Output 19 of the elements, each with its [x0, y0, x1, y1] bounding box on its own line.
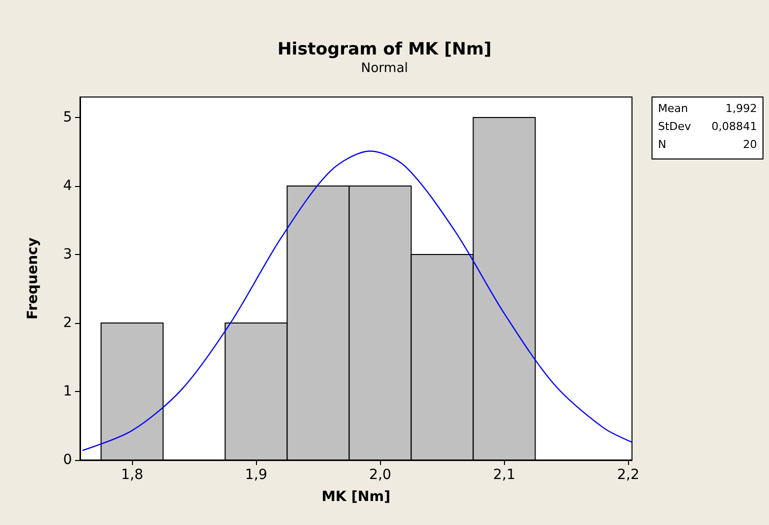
y-tick-label: 2: [63, 315, 72, 332]
x-tick-label: 1,8: [120, 467, 144, 483]
y-tick-label: 0: [63, 452, 72, 468]
y-tick-label: 5: [63, 110, 72, 126]
y-tick-label: 1: [63, 384, 72, 400]
chart-subtitle: Normal: [360, 61, 408, 76]
x-tick-label: 2,0: [369, 467, 392, 483]
x-tick-label: 1,9: [245, 467, 268, 483]
y-tick-label: 4: [63, 178, 72, 194]
x-axis-title: MK [Nm]: [322, 489, 390, 505]
text: N 20: [658, 138, 757, 151]
chart-title: Histogram of MK [Nm]: [277, 40, 492, 60]
y-tick-label: 3: [63, 246, 72, 263]
y-axis-title: Frequency: [25, 238, 41, 320]
text: StDev 0,08841: [658, 120, 757, 133]
x-tick-label: 2,2: [617, 467, 640, 483]
text: Mean 1,992: [658, 102, 757, 115]
x-tick-label: 2,1: [493, 467, 516, 483]
line-series: [82, 150, 633, 452]
